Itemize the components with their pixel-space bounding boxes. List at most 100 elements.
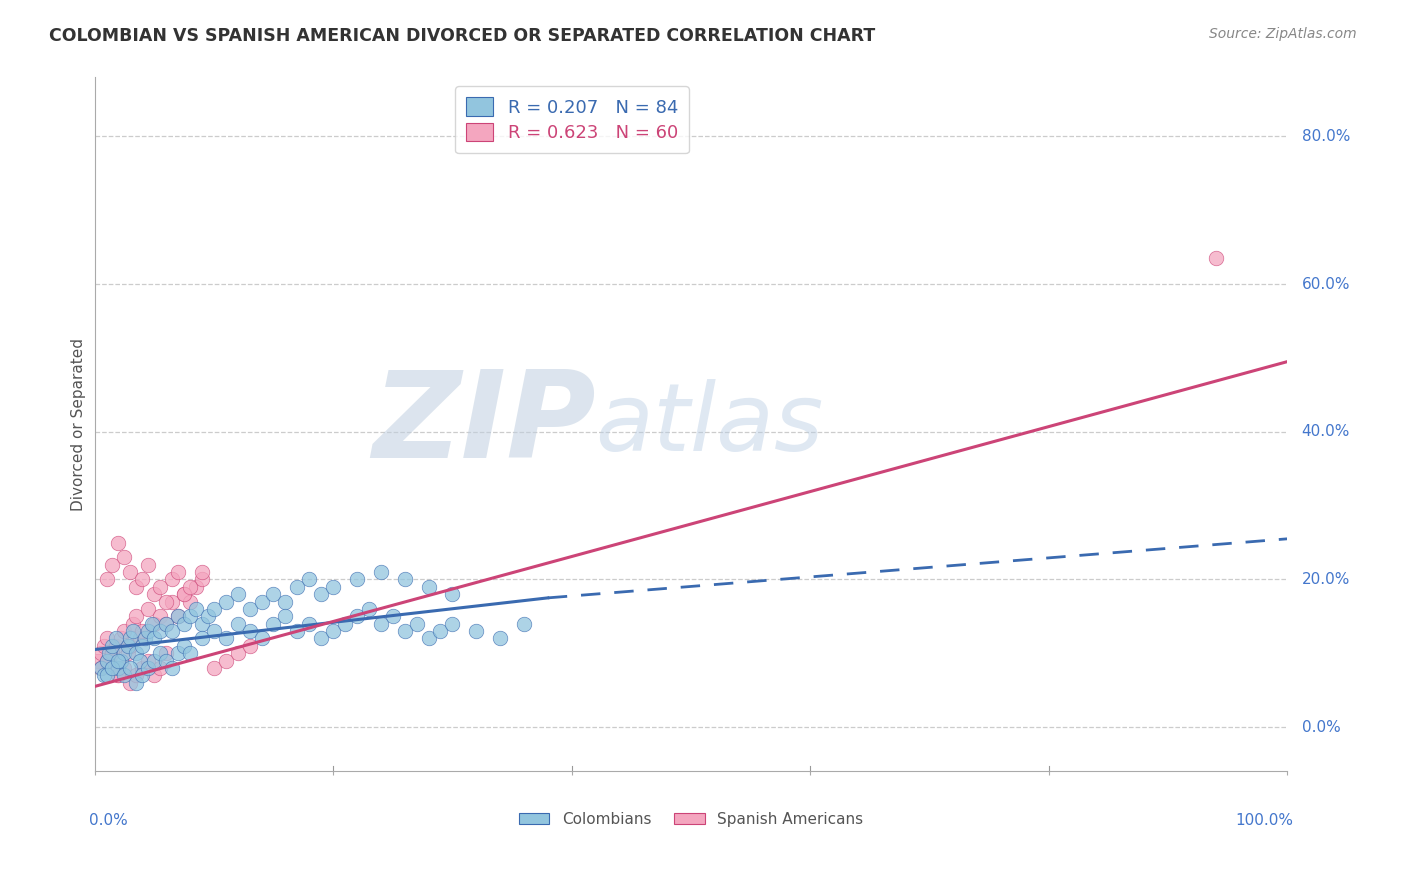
Point [90, 661, 112, 675]
Point [441, 616, 464, 631]
Point [184, 580, 207, 594]
Point [441, 587, 464, 601]
Point [143, 654, 166, 668]
Point [418, 580, 440, 594]
Point [121, 616, 143, 631]
Point [215, 632, 238, 646]
Point [141, 616, 163, 631]
Point [155, 616, 177, 631]
Point [96, 668, 118, 682]
Point [381, 609, 404, 624]
Point [107, 668, 129, 682]
Point [215, 594, 238, 608]
Point [121, 624, 143, 639]
Point [125, 580, 148, 594]
Legend: Colombians, Spanish Americans: Colombians, Spanish Americans [513, 805, 869, 833]
Point [97, 654, 120, 668]
Point [250, 594, 273, 608]
Point [239, 639, 262, 653]
Point [120, 632, 142, 646]
Point [197, 609, 219, 624]
Point [179, 646, 201, 660]
Point [173, 616, 195, 631]
Point [357, 602, 380, 616]
Point [143, 587, 166, 601]
Point [155, 594, 177, 608]
Point [105, 639, 128, 653]
Point [418, 632, 440, 646]
Point [346, 609, 368, 624]
Point [117, 639, 139, 653]
Point [191, 565, 214, 579]
Point [96, 573, 118, 587]
Text: 80.0%: 80.0% [1302, 129, 1350, 144]
Point [125, 646, 148, 660]
Point [173, 587, 195, 601]
Text: ZIP: ZIP [371, 366, 596, 483]
Point [136, 624, 159, 639]
Point [160, 624, 183, 639]
Text: COLOMBIAN VS SPANISH AMERICAN DIVORCED OR SEPARATED CORRELATION CHART: COLOMBIAN VS SPANISH AMERICAN DIVORCED O… [49, 27, 876, 45]
Point [131, 624, 153, 639]
Point [298, 573, 321, 587]
Point [405, 616, 427, 631]
Point [110, 632, 132, 646]
Point [112, 661, 135, 675]
Point [120, 661, 142, 675]
Text: 0.0%: 0.0% [1302, 720, 1340, 735]
Point [285, 580, 308, 594]
Point [107, 654, 129, 668]
Point [149, 646, 172, 660]
Point [125, 675, 148, 690]
Point [160, 661, 183, 675]
Point [117, 646, 139, 660]
Point [131, 639, 153, 653]
Point [155, 654, 177, 668]
Point [309, 587, 332, 601]
Y-axis label: Divorced or Separated: Divorced or Separated [72, 338, 86, 511]
Point [149, 580, 172, 594]
Point [87, 654, 110, 668]
Point [128, 654, 150, 668]
Point [191, 616, 214, 631]
Point [513, 616, 536, 631]
Point [101, 646, 124, 660]
Text: atlas: atlas [596, 379, 824, 470]
Point [143, 668, 166, 682]
Point [333, 616, 356, 631]
Point [226, 587, 249, 601]
Point [239, 602, 262, 616]
Point [136, 654, 159, 668]
Point [179, 580, 201, 594]
Point [250, 632, 273, 646]
Point [93, 668, 115, 682]
Point [149, 609, 172, 624]
Point [179, 594, 201, 608]
Point [110, 654, 132, 668]
Point [167, 609, 190, 624]
Point [155, 646, 177, 660]
Point [120, 675, 142, 690]
Point [239, 624, 262, 639]
Point [298, 616, 321, 631]
Point [429, 624, 451, 639]
Point [160, 594, 183, 608]
Point [322, 624, 344, 639]
Point [346, 573, 368, 587]
Text: 20.0%: 20.0% [1302, 572, 1350, 587]
Text: 0.0%: 0.0% [89, 813, 128, 828]
Point [101, 661, 124, 675]
Point [179, 609, 201, 624]
Point [136, 558, 159, 572]
Point [263, 616, 285, 631]
Point [93, 639, 115, 653]
Point [97, 646, 120, 660]
Point [149, 661, 172, 675]
Point [202, 661, 225, 675]
Text: 40.0%: 40.0% [1302, 425, 1350, 439]
Point [143, 632, 166, 646]
Point [96, 654, 118, 668]
Point [101, 639, 124, 653]
Point [101, 646, 124, 660]
Point [125, 609, 148, 624]
